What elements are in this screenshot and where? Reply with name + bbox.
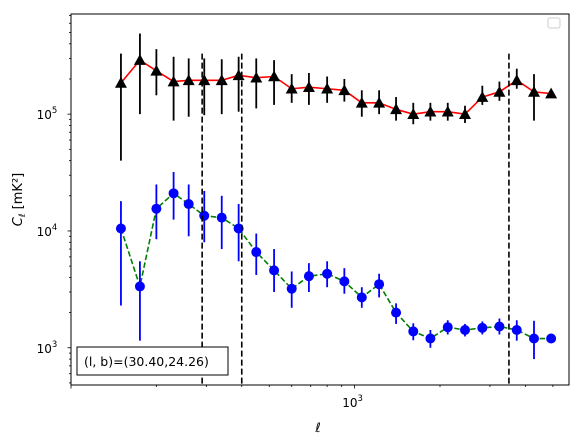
series-1-point: [338, 84, 351, 96]
series-1-point: [510, 74, 523, 86]
series-2-point: [322, 268, 333, 279]
series-1-point: [133, 54, 146, 65]
series-1-point: [250, 71, 263, 83]
x-axis-label: ℓ: [314, 421, 320, 436]
series-1-point: [476, 91, 489, 102]
axes: [67, 13, 570, 389]
series-1-point: [215, 74, 228, 86]
errorbars: [120, 33, 535, 360]
series-2-line: [120, 192, 552, 340]
series-2-point: [528, 333, 539, 344]
series-1-point: [441, 105, 454, 117]
series-2-point: [251, 247, 262, 258]
series-2-point: [374, 279, 385, 290]
series-2-point: [269, 265, 280, 276]
series-1-point: [114, 76, 127, 88]
series-1-point: [373, 96, 386, 108]
series-2-point: [391, 307, 402, 318]
series-2-point: [168, 188, 179, 199]
y-axis-label: Cℓ [mK²]: [11, 173, 28, 226]
series-1-point: [407, 108, 420, 119]
series-2-point: [546, 333, 557, 344]
series-1-point: [458, 108, 471, 119]
series-1-point: [268, 70, 281, 82]
legend-box: [547, 17, 561, 29]
series-2-point: [151, 203, 162, 214]
series-2-point: [199, 210, 210, 221]
series-2-point: [459, 324, 470, 335]
series-1-point: [182, 74, 195, 86]
series-2-point: [425, 333, 436, 344]
series-2-point: [286, 283, 297, 294]
plot-lines: [120, 59, 552, 340]
series-2-point: [216, 212, 227, 223]
series-2-point: [115, 223, 126, 234]
series-1-point: [545, 87, 558, 99]
labels: 103 103 104 105 ℓ Cℓ [mK²] (l, b)=(30.40,24.26…: [11, 17, 561, 436]
series-2-point: [339, 276, 350, 287]
y-tick-label: 104: [37, 223, 58, 239]
vertical-lines: [201, 53, 510, 385]
series-1-point: [167, 75, 180, 87]
series-2-point: [442, 322, 453, 333]
series-2-point: [408, 326, 419, 337]
series-1-point: [285, 82, 298, 94]
series-2-point: [183, 199, 194, 210]
series-2-point: [356, 292, 367, 303]
annotation-text: (l, b)=(30.40,24.26): [84, 354, 209, 369]
series-1-point: [493, 85, 506, 97]
series-2-point: [477, 322, 488, 333]
series-2-point: [303, 271, 314, 282]
series-1-point: [150, 64, 163, 76]
plot-frame: [70, 13, 570, 386]
markers: [114, 54, 558, 344]
series-1-point: [321, 82, 334, 94]
series-1-point: [527, 85, 540, 97]
annotation-box: [76, 346, 229, 376]
series-1-point: [302, 81, 315, 93]
series-2-point: [511, 324, 522, 335]
y-tick-label: 105: [37, 106, 58, 122]
series-1-point: [355, 96, 368, 108]
series-2-point: [494, 321, 505, 332]
x-tick-label: 103: [342, 394, 363, 410]
series-1-point: [424, 105, 437, 117]
series-1-point: [198, 74, 211, 86]
series-1-point: [232, 69, 245, 81]
y-tick-label: 103: [37, 340, 58, 356]
series-1-point: [390, 103, 403, 115]
series-1-line: [120, 59, 552, 115]
series-2-point: [134, 281, 145, 292]
